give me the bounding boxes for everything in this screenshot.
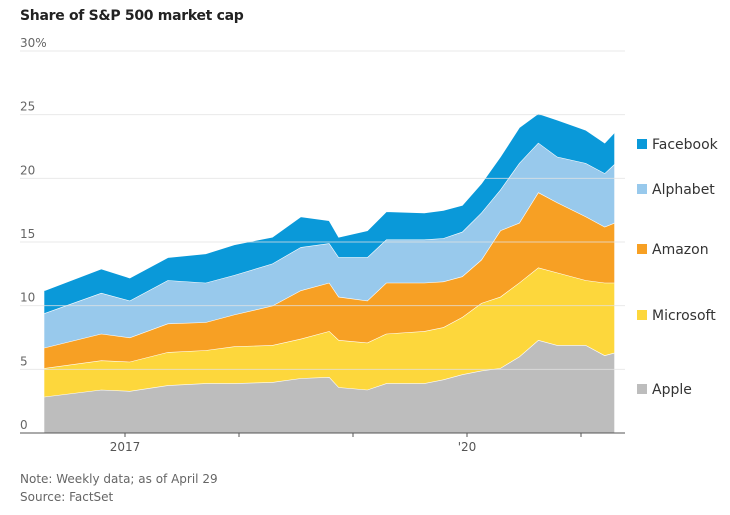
legend-swatch-facebook bbox=[637, 139, 647, 149]
area-microsoft bbox=[44, 267, 615, 397]
area-facebook bbox=[44, 113, 615, 314]
area-apple bbox=[44, 340, 615, 433]
y-tick-label: 30% bbox=[20, 36, 47, 50]
legend-label-amazon: Amazon bbox=[652, 242, 709, 258]
boundary-line-facebook bbox=[44, 112, 615, 291]
legend-swatch-microsoft bbox=[637, 310, 647, 320]
y-tick-label: 25 bbox=[20, 100, 35, 114]
legend-swatch-apple bbox=[637, 384, 647, 394]
area-alphabet bbox=[44, 142, 615, 348]
stacked-area-chart: 0 5 10 15 20 25 30% 2017 '20 Apple Microsoft Amazon… bbox=[20, 36, 719, 454]
x-tick-label: 2017 bbox=[110, 440, 141, 454]
legend-label-facebook: Facebook bbox=[652, 137, 719, 153]
x-tick-label: '20 bbox=[458, 440, 477, 454]
chart-title: Share of S&P 500 market cap bbox=[20, 8, 244, 24]
legend-label-microsoft: Microsoft bbox=[652, 308, 716, 324]
y-tick-label: 15 bbox=[20, 227, 35, 241]
y-tick-label: 10 bbox=[20, 291, 35, 305]
legend-label-alphabet: Alphabet bbox=[652, 182, 715, 198]
chart-source: Source: FactSet bbox=[20, 490, 114, 504]
legend-label-apple: Apple bbox=[652, 382, 692, 398]
y-tick-label: 0 bbox=[20, 418, 28, 432]
legend-swatch-alphabet bbox=[637, 184, 647, 194]
y-tick-label: 5 bbox=[20, 354, 28, 368]
chart-note: Note: Weekly data; as of April 29 bbox=[20, 472, 218, 486]
y-tick-label: 20 bbox=[20, 163, 35, 177]
legend-swatch-amazon bbox=[637, 244, 647, 254]
area-amazon bbox=[44, 192, 615, 369]
